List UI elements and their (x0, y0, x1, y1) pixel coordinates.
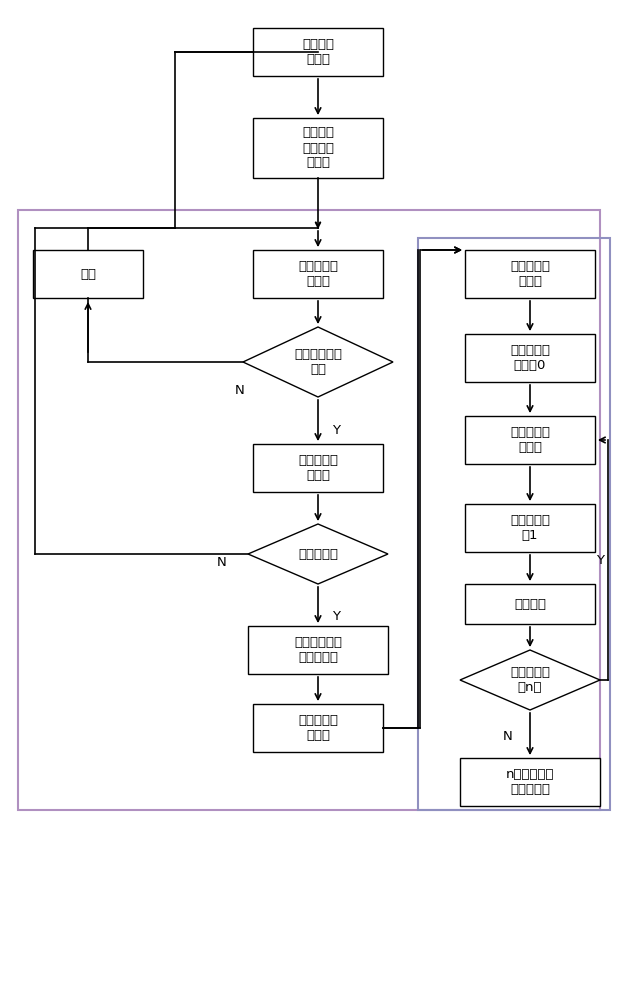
Text: 是日出后日落
前？: 是日出后日落 前？ (294, 348, 342, 376)
Text: Y: Y (332, 609, 340, 622)
Text: n次采样值取
均值并存储: n次采样值取 均值并存储 (506, 768, 554, 796)
Text: 采集次数初
始化为0: 采集次数初 始化为0 (510, 344, 550, 372)
FancyBboxPatch shape (33, 250, 143, 298)
Polygon shape (248, 524, 388, 584)
FancyBboxPatch shape (253, 444, 383, 492)
Text: Y: Y (596, 554, 604, 566)
FancyBboxPatch shape (253, 28, 383, 76)
FancyBboxPatch shape (465, 504, 595, 552)
Text: 获取遮荫区
域信息: 获取遮荫区 域信息 (298, 714, 338, 742)
Text: 获取采样值
并存储: 获取采样值 并存储 (510, 426, 550, 454)
FancyBboxPatch shape (465, 250, 595, 298)
Text: 计算日出
日落时间
子程序: 计算日出 日落时间 子程序 (302, 126, 334, 169)
FancyBboxPatch shape (253, 118, 383, 178)
FancyBboxPatch shape (253, 704, 383, 752)
Text: 系统主程
序开始: 系统主程 序开始 (302, 38, 334, 66)
Text: 采集次数自
加1: 采集次数自 加1 (510, 514, 550, 542)
Text: 获取当前时
钟数据: 获取当前时 钟数据 (298, 260, 338, 288)
Polygon shape (243, 327, 393, 397)
FancyBboxPatch shape (253, 250, 383, 298)
Text: Y: Y (332, 424, 340, 436)
Polygon shape (460, 650, 600, 710)
FancyBboxPatch shape (248, 626, 388, 674)
Text: 光伏遮阴图像
分割子程序: 光伏遮阴图像 分割子程序 (294, 636, 342, 664)
Text: 存在遮荫？: 存在遮荫？ (298, 548, 338, 560)
Text: 采集遮荫区
域光强: 采集遮荫区 域光强 (510, 260, 550, 288)
FancyBboxPatch shape (465, 334, 595, 382)
FancyBboxPatch shape (460, 758, 600, 806)
Text: N: N (503, 730, 513, 742)
Text: 延时几秒: 延时几秒 (514, 597, 546, 610)
FancyBboxPatch shape (465, 416, 595, 464)
Text: 光伏视频图
像采集: 光伏视频图 像采集 (298, 454, 338, 482)
Text: 采集次数小
于n？: 采集次数小 于n？ (510, 666, 550, 694)
FancyBboxPatch shape (465, 584, 595, 624)
Text: 待机: 待机 (80, 267, 96, 280)
Text: N: N (217, 556, 227, 568)
Text: N: N (235, 383, 245, 396)
